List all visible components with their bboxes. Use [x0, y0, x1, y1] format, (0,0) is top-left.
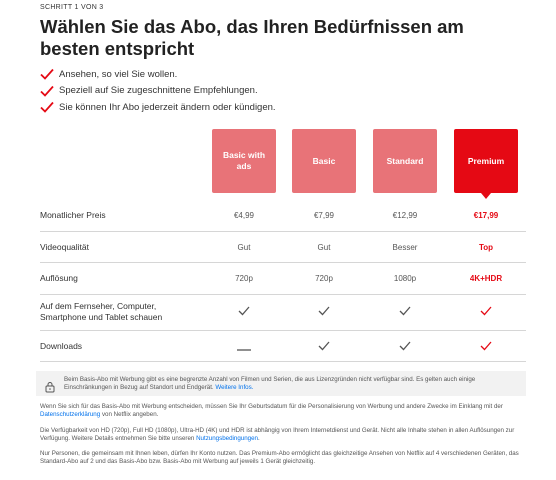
plan-standard-button[interactable]: Standard — [373, 129, 437, 193]
price-basic: €7,99 — [313, 211, 335, 220]
resolution-basic-with-ads: 720p — [235, 274, 253, 283]
red-check-icon — [454, 341, 518, 353]
quality-basic-with-ads: Gut — [237, 243, 251, 252]
plan-basic-button[interactable]: Basic — [292, 129, 356, 193]
check-icon — [212, 306, 276, 318]
red-check-icon — [40, 68, 54, 81]
resolution-standard: 1080p — [393, 274, 417, 283]
red-check-icon — [40, 85, 54, 97]
row-label: Videoqualität — [40, 242, 89, 252]
benefit-text: Sie können Ihr Abo jederzeit ändern oder… — [59, 101, 276, 113]
lock-icon — [44, 380, 56, 393]
more-info-link[interactable]: Weitere Infos. — [215, 384, 254, 391]
row-label: Auflösung — [40, 273, 78, 283]
benefit-text: Speziell auf Sie zugeschnittene Empfehlu… — [59, 85, 258, 97]
price-premium: €17,99 — [473, 211, 499, 220]
row-label: Downloads — [40, 341, 83, 351]
table-row-price: Monatlicher Preis €4,99 €7,99 €12,99 €17… — [40, 200, 526, 232]
check-icon — [292, 306, 356, 318]
check-icon — [373, 306, 437, 318]
privacy-policy-link[interactable]: Datenschutzerklärung — [40, 411, 101, 418]
fineprint-availability: Die Verfügbarkeit von HD (720p), Full HD… — [40, 427, 515, 442]
price-basic-with-ads: €4,99 — [233, 211, 255, 220]
table-row-downloads: Downloads — [40, 331, 526, 362]
row-label: Monatlicher Preis — [40, 210, 106, 220]
step-indicator: SCHRITT 1 VON 3 — [40, 4, 104, 11]
red-check-icon — [454, 306, 518, 318]
check-icon — [373, 341, 437, 353]
quality-basic: Gut — [317, 243, 331, 252]
benefit-item: Sie können Ihr Abo jederzeit ändern oder… — [40, 99, 276, 116]
ads-plan-notice: Beim Basis-Abo mit Werbung gibt es eine … — [36, 371, 526, 396]
plan-basic-with-ads-button[interactable]: Basic with ads — [212, 129, 276, 193]
terms-of-use-link[interactable]: Nutzungsbedingungen — [196, 435, 258, 442]
notice-text: Beim Basis-Abo mit Werbung gibt es eine … — [64, 376, 476, 391]
benefit-item: Ansehen, so viel Sie wollen. — [40, 66, 276, 83]
price-standard: €12,99 — [392, 211, 418, 220]
check-icon — [292, 341, 356, 353]
plan-premium-button[interactable]: Premium — [454, 129, 518, 199]
row-label: Auf dem Fernseher, Computer, Smartphone … — [40, 301, 163, 322]
quality-premium: Top — [478, 243, 494, 252]
benefit-text: Ansehen, so viel Sie wollen. — [59, 68, 178, 80]
fineprint-birthdate: Wenn Sie sich für das Basis-Abo mit Werb… — [40, 403, 503, 418]
quality-standard: Besser — [392, 243, 418, 252]
resolution-premium: 4K+HDR — [469, 274, 503, 283]
red-check-icon — [40, 101, 54, 114]
dash-icon — [212, 345, 276, 354]
benefits-list: Ansehen, so viel Sie wollen. Speziell au… — [40, 66, 276, 116]
plan-comparison-table: Monatlicher Preis €4,99 €7,99 €12,99 €17… — [40, 200, 526, 362]
table-row-devices: Auf dem Fernseher, Computer, Smartphone … — [40, 295, 526, 331]
table-row-resolution: Auflösung 720p 720p 1080p 4K+HDR — [40, 263, 526, 295]
benefit-item: Speziell auf Sie zugeschnittene Empfehlu… — [40, 83, 276, 100]
resolution-basic: 720p — [315, 274, 333, 283]
fineprint-household: Nur Personen, die gemeinsam mit Ihnen le… — [40, 450, 519, 465]
table-row-quality: Videoqualität Gut Gut Besser Top — [40, 232, 526, 263]
page-title: Wählen Sie das Abo, das Ihren Bedürfniss… — [40, 16, 464, 59]
